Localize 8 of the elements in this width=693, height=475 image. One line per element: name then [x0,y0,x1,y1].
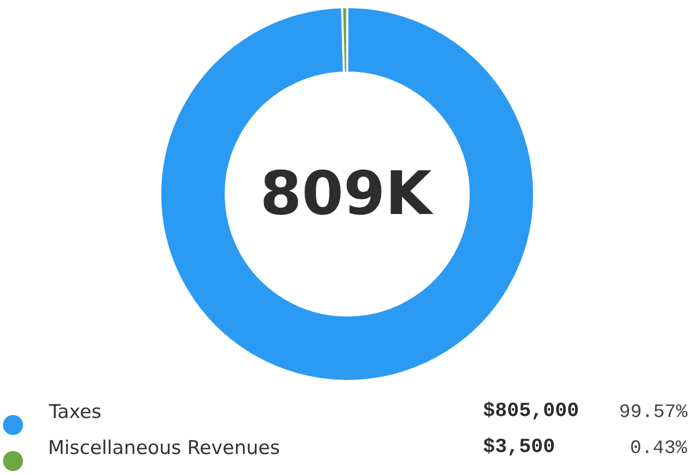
text: 0.43% [630,437,688,459]
legend-label: Miscellaneous Revenues [48,437,280,459]
donut-slice [159,6,535,382]
data-label: $3,500 [483,436,556,459]
text: 809K [260,159,434,229]
data-label: $805,000 [483,400,580,423]
legend-label: Taxes [48,401,102,423]
text: 99.57% [619,401,688,423]
